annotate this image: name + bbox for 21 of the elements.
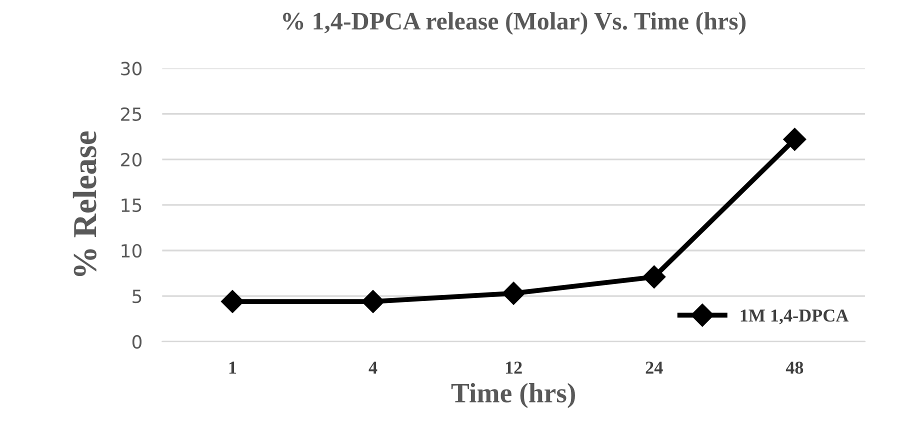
y-tick-label: 25 — [121, 107, 142, 121]
x-axis-title: Time (hrs) — [451, 382, 575, 408]
point — [362, 290, 385, 314]
point — [220, 290, 244, 314]
x-tick-label: 1 — [229, 362, 236, 374]
y-tick-label: 10 — [122, 244, 142, 258]
y-tick-label: 20 — [121, 152, 142, 167]
x-tick-label: 24 — [646, 362, 663, 374]
x-tick-label: 12 — [506, 362, 522, 374]
y-axis-title: % Release — [72, 131, 96, 276]
chart-title: % 1,4-DPCA release (Molar) Vs. Time (hrs) — [283, 12, 746, 35]
y-tick-label: 30 — [121, 62, 142, 76]
y-tick-label: 15 — [122, 198, 142, 212]
x-tick-label: 48 — [786, 362, 804, 374]
point — [502, 282, 526, 305]
y-tick-label: 0 — [132, 335, 142, 349]
legend-label: 1M 1,4-DPCA — [740, 310, 849, 324]
y-tick-label: 5 — [132, 290, 142, 304]
x-tick-label: 4 — [368, 362, 378, 374]
point — [783, 128, 806, 151]
point — [642, 265, 666, 288]
